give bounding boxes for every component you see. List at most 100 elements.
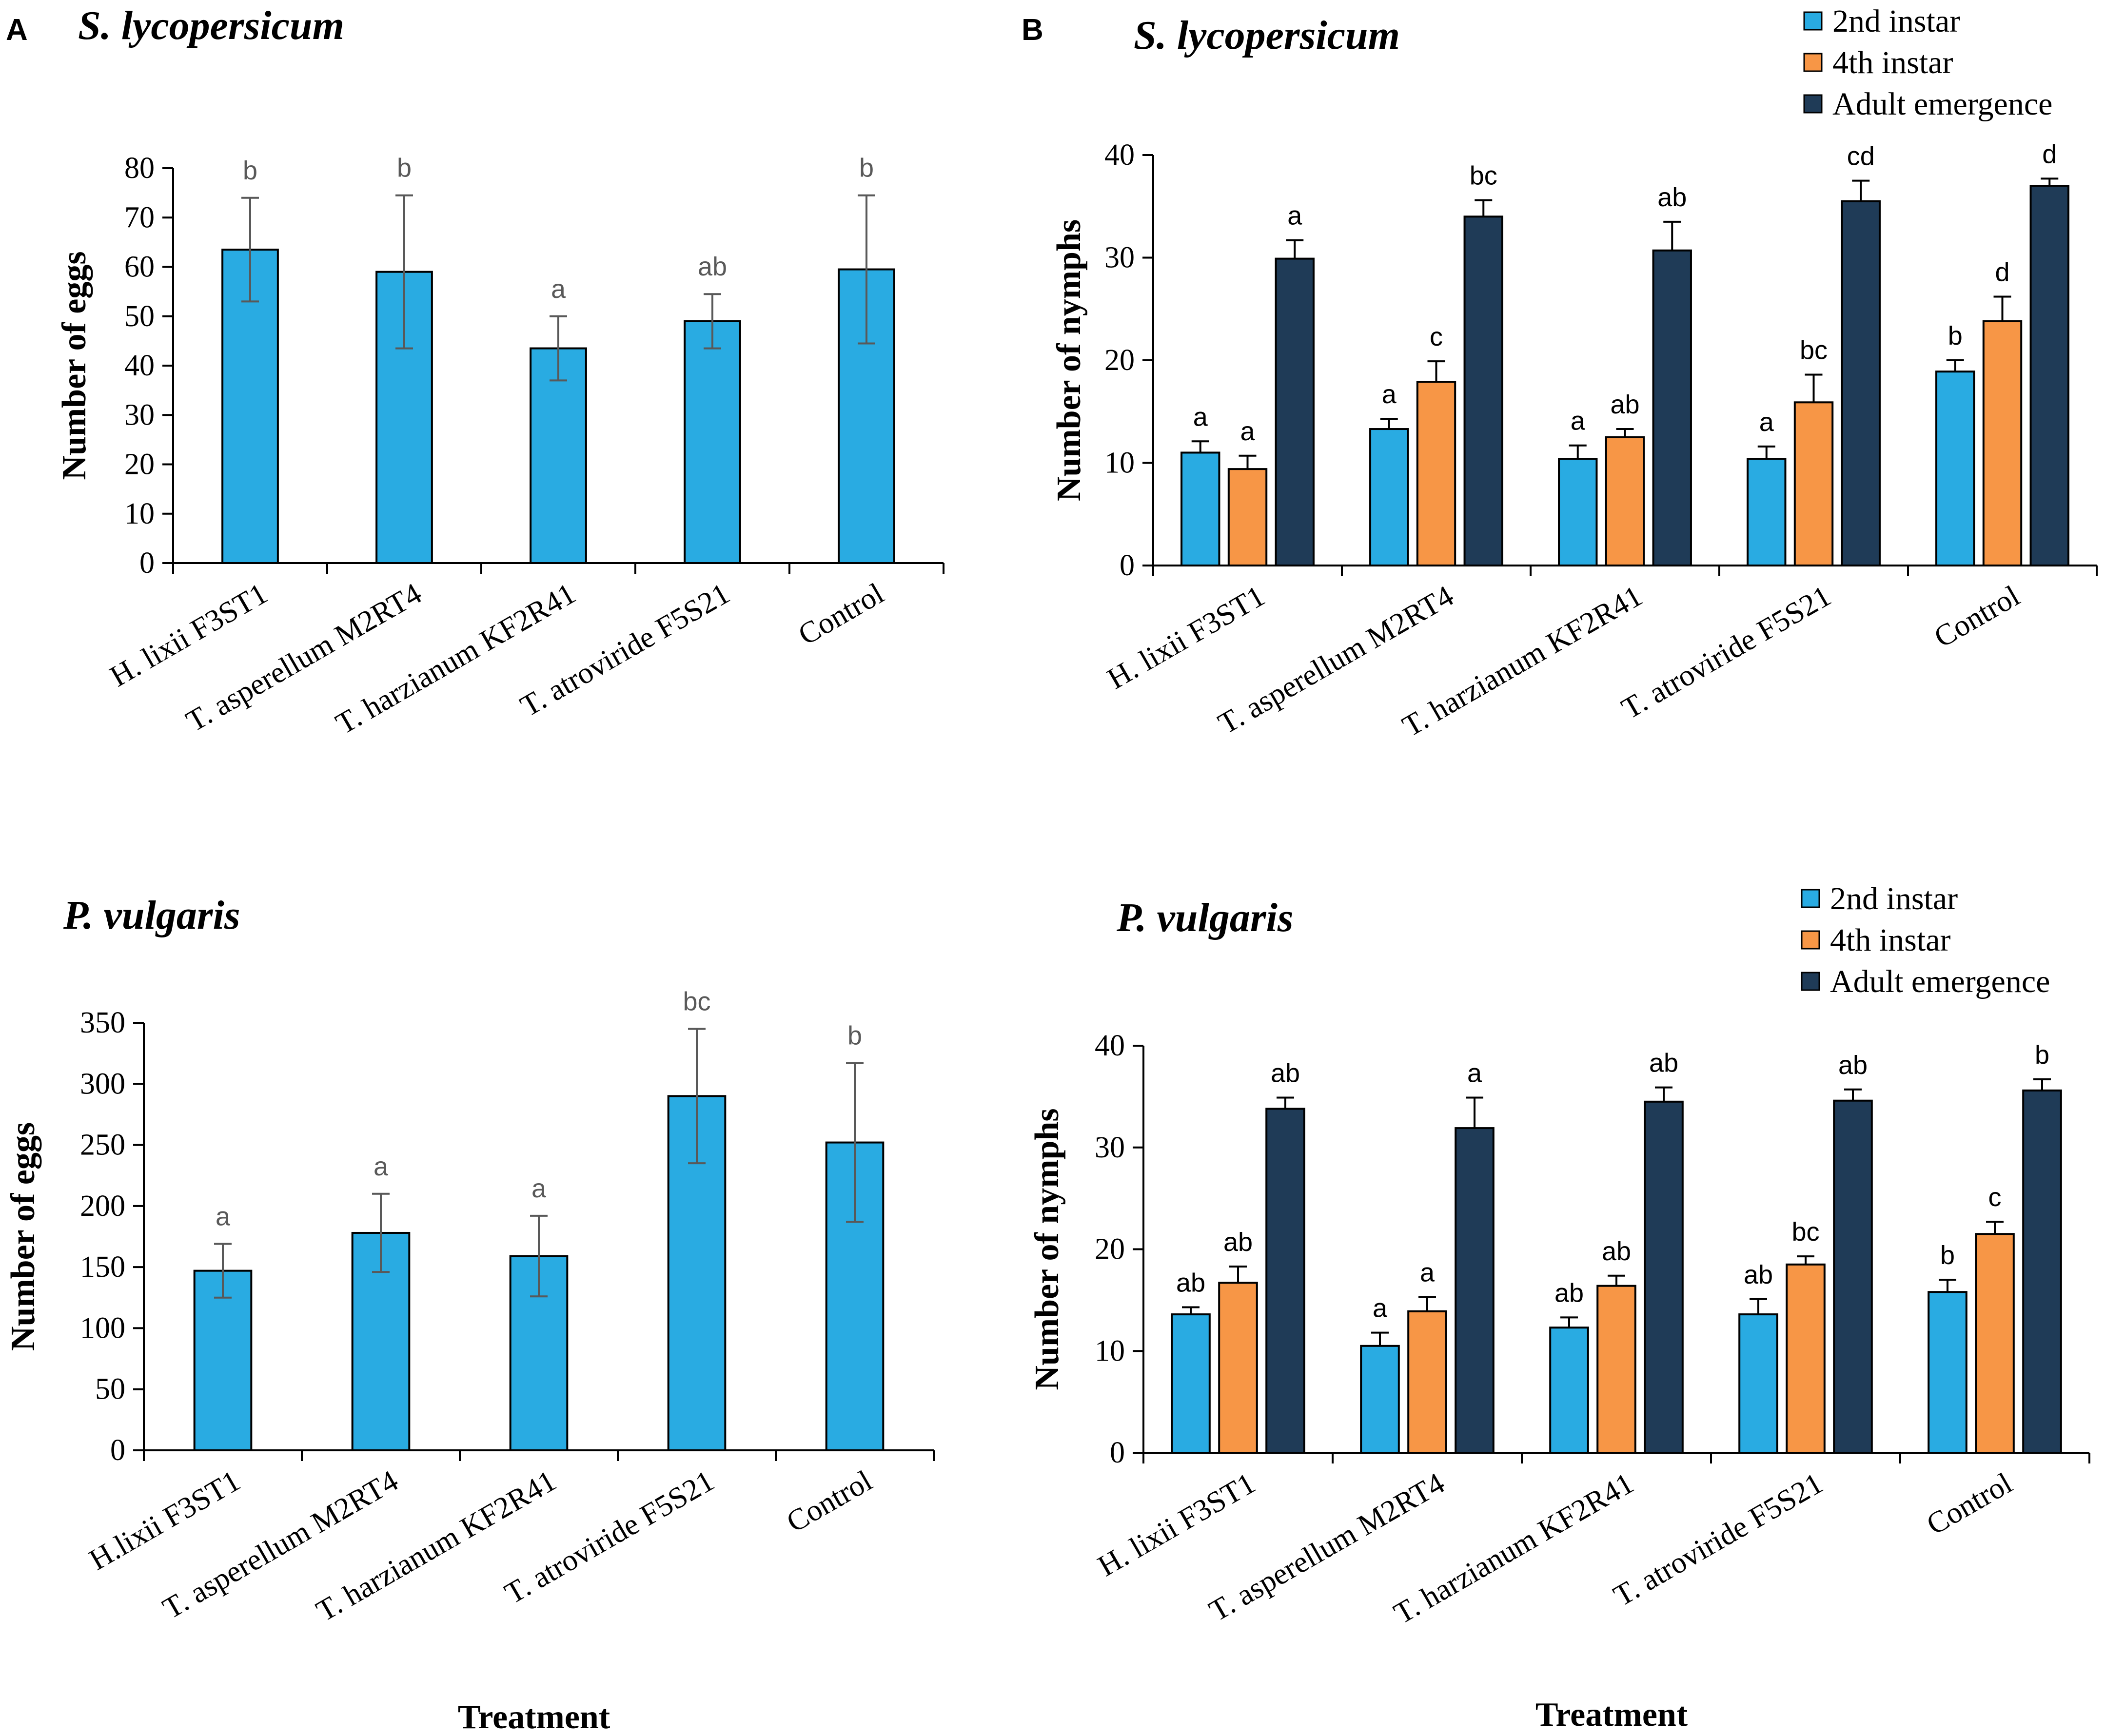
x-category-label: H. lixii F3ST1 <box>1092 1466 1261 1583</box>
y-tick-label: 20 <box>1104 344 1135 377</box>
significance-label: a <box>1287 201 1302 231</box>
significance-label: ab <box>1838 1051 1868 1080</box>
y-axis-title: Number of nymphs <box>1050 219 1088 501</box>
y-tick-label: 80 <box>124 152 155 185</box>
y-tick-label: 10 <box>124 497 155 530</box>
y-tick-label: 10 <box>1104 447 1135 480</box>
y-tick-label: 50 <box>95 1373 125 1406</box>
significance-label: b <box>1948 321 1963 351</box>
y-tick-label: 30 <box>1104 241 1135 274</box>
legend-swatch <box>1803 11 1823 31</box>
x-axis-title: Treatment <box>1535 1696 1688 1734</box>
legend-label: Adult emergence <box>1832 86 2052 122</box>
significance-label: ab <box>1649 1049 1678 1078</box>
bar <box>1747 458 1787 567</box>
bar <box>1416 381 1456 567</box>
bar <box>1558 458 1598 567</box>
bar <box>1596 1285 1636 1454</box>
y-tick-label: 40 <box>1104 138 1135 172</box>
y-tick-label: 200 <box>80 1190 125 1223</box>
bar <box>1549 1326 1589 1454</box>
significance-label: cd <box>1847 142 1875 171</box>
bar <box>1171 1313 1211 1454</box>
significance-label: a <box>1382 380 1397 409</box>
x-category-label: H. lixii F3ST1 <box>1102 579 1271 696</box>
y-tick-label: 0 <box>1120 549 1135 582</box>
legend-swatch <box>1801 930 1820 950</box>
y-axis-title: Number of eggs <box>56 251 93 480</box>
bar <box>1793 401 1834 566</box>
y-tick-label: 10 <box>1095 1334 1125 1367</box>
significance-label: bc <box>1800 335 1828 365</box>
y-tick-label: 30 <box>1095 1131 1125 1164</box>
x-category-label: Control <box>1921 1466 2018 1541</box>
y-tick-label: 40 <box>1095 1029 1125 1062</box>
chart-b-bottom: P. vulgaris 0 10 20 30 40 Number of nymphs Trea… <box>1028 881 2090 1734</box>
x-category-label: T. atroviride F5S21 <box>1608 1466 1829 1613</box>
bar <box>1652 249 1692 566</box>
significance-label: d <box>2042 139 2057 169</box>
y-tick-label: 150 <box>80 1250 125 1284</box>
y-tick-label: 0 <box>139 546 155 580</box>
bar <box>530 347 587 564</box>
chart-title: S. lycopersicum <box>1134 13 1400 58</box>
significance-label: a <box>531 1174 547 1203</box>
significance-label: b <box>2035 1040 2049 1070</box>
y-tick-label: 350 <box>80 1006 125 1039</box>
significance-label: c <box>1988 1183 2002 1212</box>
chart-b-top: S. lycopersicum 0 10 20 30 40 Number of nymphs… <box>1050 3 2098 743</box>
bar <box>1180 451 1220 567</box>
bar <box>1841 200 1881 567</box>
legend-label: 2nd instar <box>1830 881 1958 917</box>
y-tick-label: 100 <box>80 1311 125 1345</box>
significance-label: a <box>1467 1058 1482 1088</box>
significance-label: a <box>1240 417 1255 446</box>
significance-label: a <box>1193 402 1208 431</box>
bar <box>1369 428 1409 566</box>
significance-label: a <box>216 1202 231 1231</box>
bar <box>1935 371 1975 567</box>
significance-label: ab <box>1554 1278 1584 1307</box>
x-category-label: Control <box>781 1464 878 1539</box>
bar <box>1227 468 1268 566</box>
bar <box>1407 1310 1447 1454</box>
significance-label: bc <box>683 987 710 1016</box>
bar <box>1463 215 1503 566</box>
y-tick-label: 0 <box>1110 1436 1125 1469</box>
x-axis-title: Treatment <box>458 1698 610 1736</box>
significance-label: a <box>551 274 566 304</box>
y-tick-label: 60 <box>124 251 155 284</box>
y-tick-label: 40 <box>124 349 155 382</box>
y-tick-label: 30 <box>124 398 155 431</box>
bar <box>1275 257 1315 566</box>
chart-title: P. vulgaris <box>1116 895 1294 940</box>
significance-label: b <box>397 154 412 183</box>
y-tick-label: 50 <box>124 300 155 333</box>
bar <box>1218 1282 1258 1454</box>
bar <box>1265 1108 1305 1454</box>
significance-label: a <box>1420 1258 1435 1287</box>
x-category-label: Control <box>1928 579 2025 654</box>
y-tick-label: 250 <box>80 1129 125 1162</box>
chart-title: P. vulgaris <box>63 893 240 938</box>
legend-swatch <box>1803 53 1823 72</box>
significance-label: b <box>1940 1241 1955 1270</box>
significance-label: d <box>1995 257 2009 287</box>
significance-label: b <box>847 1021 862 1051</box>
legend-swatch <box>1803 94 1823 114</box>
panel-label-a: A <box>6 13 28 47</box>
legend-label: 4th instar <box>1830 922 1950 958</box>
chart-a-bottom: P. vulgaris 0 50 100 150 200 250 300 350 Number o… <box>4 893 935 1736</box>
y-axis-title: Number of eggs <box>4 1122 42 1351</box>
significance-label: ab <box>1657 183 1687 212</box>
legend-label: Adult emergence <box>1830 964 2050 999</box>
significance-label: b <box>859 154 874 183</box>
significance-label: ab <box>1223 1228 1253 1257</box>
bar <box>2029 185 2069 566</box>
significance-label: ab <box>1602 1237 1631 1266</box>
panel-label-b: B <box>1022 13 1043 47</box>
significance-label: b <box>243 156 257 185</box>
bar <box>838 268 895 564</box>
bar <box>1786 1263 1826 1454</box>
